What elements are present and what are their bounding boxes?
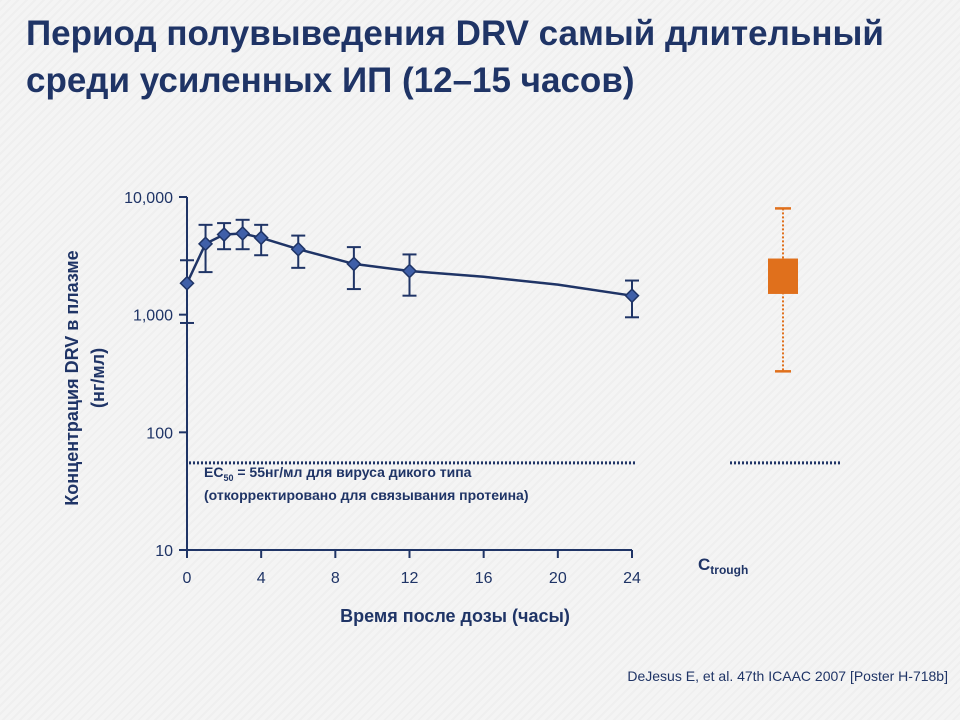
y-axis-title-line-2: (нг/мл) [88,348,108,408]
title-line-1: Период полувыведения DRV самый длительны… [26,14,884,53]
y-tick-label: 1,000 [133,308,173,325]
y-axis-title-line-1: Концентрация DRV в плазме [62,250,82,505]
data-point [401,263,418,279]
data-point [216,226,232,243]
slide-title: Период полувыведения DRV самый длительны… [26,10,946,104]
ec50-label-line-2: (откорректировано для связывания протеин… [204,487,529,503]
ec50-prefix: EC [204,464,223,480]
series-layer [179,218,640,324]
ctrough-main: C [698,555,710,574]
citation: DeJesus E, et al. 47th ICAAC 2007 [Poste… [627,668,948,684]
ctrough-label: Ctrough [698,555,748,577]
data-point [290,241,306,257]
data-point [253,230,269,246]
x-tick-label: 20 [549,570,567,587]
x-tick-label: 12 [401,570,419,587]
y-tick-label: 10,000 [124,190,173,207]
ec50-rest: = 55нг/мл для вируса дикого типа [233,464,471,480]
ctrough-box [768,258,798,294]
title-line-2: среди усиленных ИП (12–15 часов) [26,61,635,100]
ctrough-sub: trough [710,563,748,577]
x-tick-label: 0 [183,570,192,587]
x-tick-label: 4 [257,570,266,587]
x-axis-title: Время после дозы (часы) [340,606,570,626]
data-point [235,225,251,242]
x-tick-label: 8 [331,570,340,587]
axes-layer: 0 4 8 12 16 20 24 10 100 1,000 10,000 [124,190,641,587]
ec50-label-line-1: EC50 = 55нг/мл для вируса дикого типа [204,464,472,483]
data-point [179,275,195,291]
data-point [197,236,214,252]
data-point [624,288,640,304]
y-tick-label: 10 [155,543,173,560]
x-tick-label: 16 [475,570,493,587]
data-point [346,256,362,272]
ec50-subscript: 50 [223,473,233,483]
ctrough-layer [768,207,798,373]
y-tick-label: 100 [146,425,173,442]
x-tick-label: 24 [623,570,641,587]
